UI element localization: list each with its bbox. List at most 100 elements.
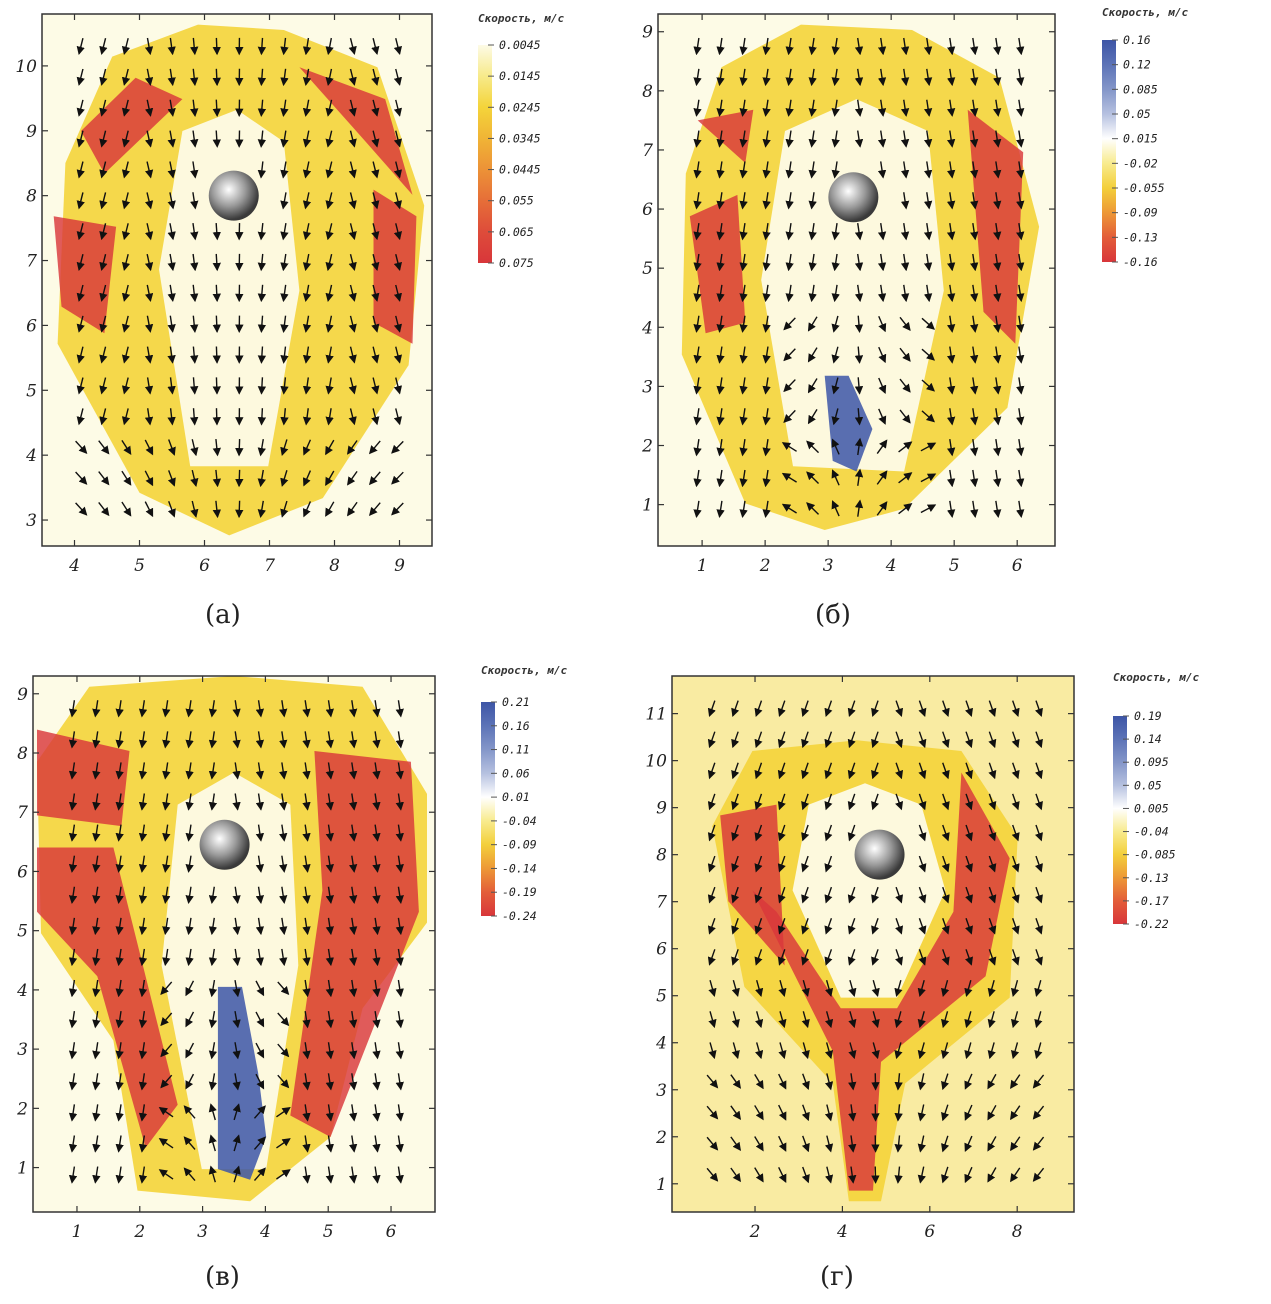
vector-arrow-icon — [92, 1011, 101, 1029]
vector-arrow-icon — [325, 130, 334, 148]
vector-arrow-icon — [144, 37, 154, 56]
vector-arrow-icon — [1016, 284, 1025, 303]
vector-arrow-icon — [1032, 1105, 1045, 1120]
velocity-field-high — [720, 804, 785, 966]
vector-arrow-icon — [739, 315, 748, 333]
vector-arrow-icon — [99, 99, 108, 117]
vector-arrow-icon — [783, 409, 796, 423]
vector-arrow-icon — [716, 439, 725, 457]
vector-arrow-icon — [393, 68, 402, 86]
legend-label: 0.16 — [502, 719, 530, 733]
vector-arrow-icon — [847, 917, 856, 935]
vector-arrow-icon — [716, 37, 725, 56]
vector-arrow-icon — [1016, 130, 1025, 148]
vector-arrow-icon — [801, 917, 810, 935]
vector-arrow-icon — [68, 1166, 78, 1184]
vector-arrow-icon — [348, 793, 358, 811]
vector-arrow-icon — [854, 253, 864, 272]
vector-arrow-icon — [372, 1166, 381, 1184]
legend-label: 0.015 — [1123, 132, 1158, 146]
vector-arrow-icon — [279, 886, 288, 904]
vector-arrow-icon — [115, 731, 124, 749]
vector-arrow-icon — [693, 346, 702, 364]
vector-arrow-icon — [167, 161, 176, 179]
vector-arrow-icon — [212, 37, 221, 56]
vector-arrow-icon — [255, 1011, 265, 1028]
vector-arrow-icon — [739, 130, 748, 148]
vector-arrow-icon — [706, 1167, 719, 1182]
vector-arrow-icon — [162, 731, 171, 749]
y-tick-label: 7 — [656, 893, 667, 913]
vector-arrow-icon — [255, 980, 265, 997]
vector-arrow-icon — [848, 1042, 857, 1060]
vector-arrow-icon — [121, 130, 131, 148]
vector-arrow-icon — [277, 1043, 290, 1058]
vector-arrow-icon — [877, 161, 887, 179]
sphere-icon — [208, 170, 259, 221]
vector-arrow-icon — [232, 948, 241, 967]
vector-arrow-icon — [144, 130, 154, 148]
vector-arrow-icon — [808, 284, 817, 303]
vector-arrow-icon — [1016, 253, 1025, 272]
vector-arrow-icon — [777, 855, 786, 873]
legend-label: -0.09 — [502, 838, 537, 852]
vector-arrow-icon — [824, 762, 833, 780]
vector-arrow-icon — [302, 501, 312, 518]
vector-arrow-icon — [325, 1166, 334, 1184]
vector-arrow-icon — [68, 1042, 78, 1060]
vector-arrow-icon — [946, 99, 956, 117]
vector-arrow-icon — [877, 223, 887, 241]
vector-arrow-icon — [138, 979, 148, 998]
vector-arrow-icon — [92, 855, 101, 873]
vector-arrow-icon — [212, 223, 221, 241]
vector-arrow-icon — [257, 68, 267, 87]
vector-arrow-icon — [894, 1135, 903, 1153]
vector-arrow-icon — [325, 223, 334, 241]
vector-arrow-icon — [92, 948, 101, 967]
velocity-field-high — [290, 751, 419, 1137]
vector-arrow-icon — [232, 793, 241, 811]
vector-arrow-icon — [970, 284, 979, 303]
vector-arrow-icon — [693, 377, 702, 395]
velocity-field-high — [967, 109, 1024, 344]
vector-arrow-icon — [348, 408, 357, 426]
vector-arrow-icon — [807, 378, 818, 394]
vector-arrow-icon — [257, 315, 267, 333]
vector-arrow-icon — [232, 1103, 241, 1121]
vector-arrow-icon — [208, 700, 218, 718]
vector-arrow-icon — [162, 917, 171, 936]
legend-label: -0.04 — [502, 814, 537, 828]
x-tick-label: 8 — [1012, 1222, 1023, 1242]
vector-arrow-icon — [99, 408, 108, 426]
vector-arrow-icon — [255, 917, 265, 936]
vector-arrow-icon — [762, 68, 771, 87]
vector-arrow-icon — [393, 161, 402, 179]
vector-arrow-icon — [255, 700, 265, 718]
vector-arrow-icon — [806, 440, 820, 454]
vector-arrow-icon — [1016, 37, 1025, 56]
vector-arrow-icon — [801, 980, 810, 998]
vector-arrow-icon — [255, 855, 265, 873]
vector-arrow-icon — [993, 469, 1002, 488]
vector-arrow-icon — [346, 440, 358, 455]
vector-arrow-icon — [280, 284, 289, 303]
vector-arrow-icon — [185, 1073, 195, 1090]
vector-arrow-icon — [762, 500, 771, 519]
vector-arrow-icon — [393, 346, 402, 364]
vector-arrow-icon — [946, 192, 956, 210]
vector-arrow-icon — [808, 37, 817, 56]
vector-arrow-icon — [941, 1073, 950, 1091]
vector-arrow-icon — [762, 99, 771, 117]
vector-arrow-icon — [923, 192, 933, 210]
vector-arrow-icon — [1011, 886, 1020, 904]
vector-arrow-icon — [348, 762, 358, 780]
vector-arrow-icon — [854, 315, 864, 333]
vector-arrow-icon — [895, 949, 904, 966]
vector-arrow-icon — [302, 1135, 311, 1153]
vector-arrow-icon — [372, 762, 381, 780]
vector-arrow-icon — [325, 1135, 334, 1153]
vector-arrow-icon — [693, 253, 702, 272]
vector-arrow-icon — [302, 192, 312, 210]
vector-arrow-icon — [946, 223, 956, 241]
legend-label: 0.065 — [499, 225, 534, 239]
